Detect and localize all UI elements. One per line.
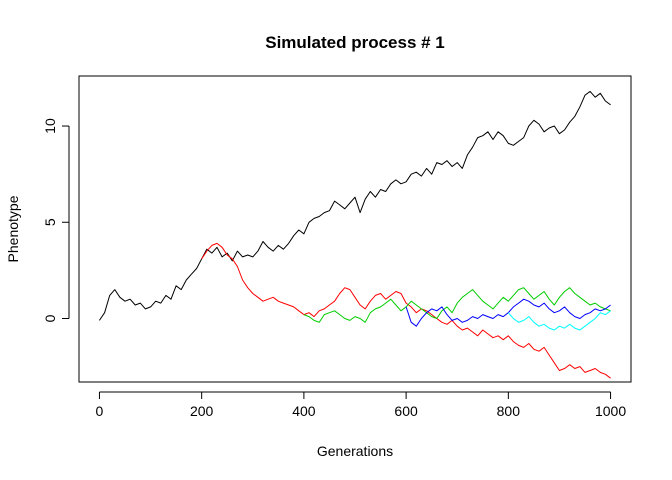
series-line-3: [303, 287, 611, 323]
x-tick-label: 0: [96, 403, 104, 419]
series-layer: [98, 90, 611, 379]
x-tick-label: 800: [497, 403, 521, 419]
x-tick-label: 200: [190, 403, 214, 419]
plot-frame: [78, 75, 632, 383]
y-tick-label: 0: [42, 314, 58, 322]
x-axis-label: Generations: [317, 443, 393, 459]
y-axis: 0 5 10: [42, 118, 70, 322]
y-axis-label: Phenotype: [5, 195, 21, 262]
series-line-1: [98, 90, 611, 321]
y-tick-label: 10: [42, 118, 58, 134]
x-axis: 0 200 400 600 800 1000: [96, 391, 626, 419]
x-tick-label: 400: [292, 403, 316, 419]
x-tick-label: 600: [394, 403, 418, 419]
y-tick-label: 5: [42, 218, 58, 226]
series-line-5: [507, 310, 611, 331]
chart-title: Simulated process # 1: [265, 33, 445, 52]
series-line-2: [201, 242, 611, 379]
x-tick-label: 1000: [595, 403, 626, 419]
